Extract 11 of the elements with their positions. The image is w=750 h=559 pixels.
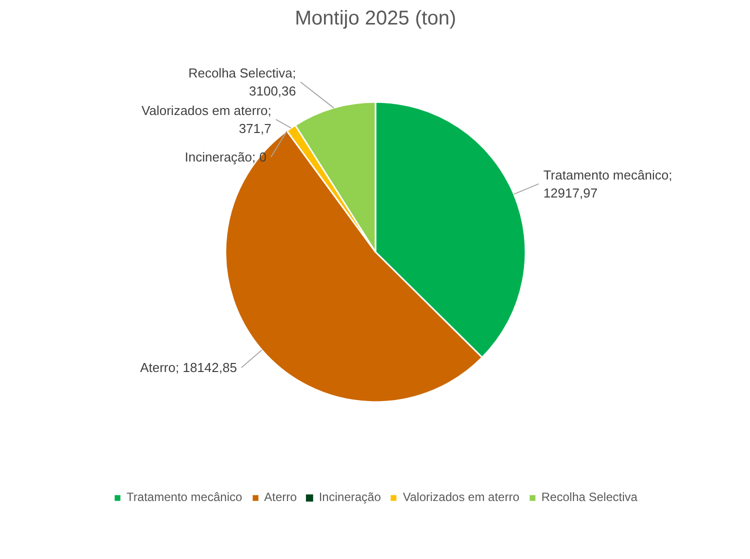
data-label: Aterro; 18142,85 — [140, 360, 237, 376]
legend-label: Recolha Selectiva — [541, 490, 638, 504]
legend-label: Incineração — [318, 490, 381, 504]
data-label: Tratamento mecânico; 12917,97 — [543, 167, 672, 200]
text: Incineração; 0 — [184, 149, 266, 164]
data-label: Valorizados em aterro; 371,7 — [142, 102, 272, 136]
legend-label: Tratamento mecânico — [126, 490, 242, 504]
chart-title: Montijo 2025 (ton) — [294, 8, 456, 30]
legend-label: Aterro — [264, 490, 297, 504]
legend-label: Valorizados em aterro — [402, 490, 520, 504]
data-label: Recolha Selectiva; 3100,36 — [188, 65, 296, 98]
